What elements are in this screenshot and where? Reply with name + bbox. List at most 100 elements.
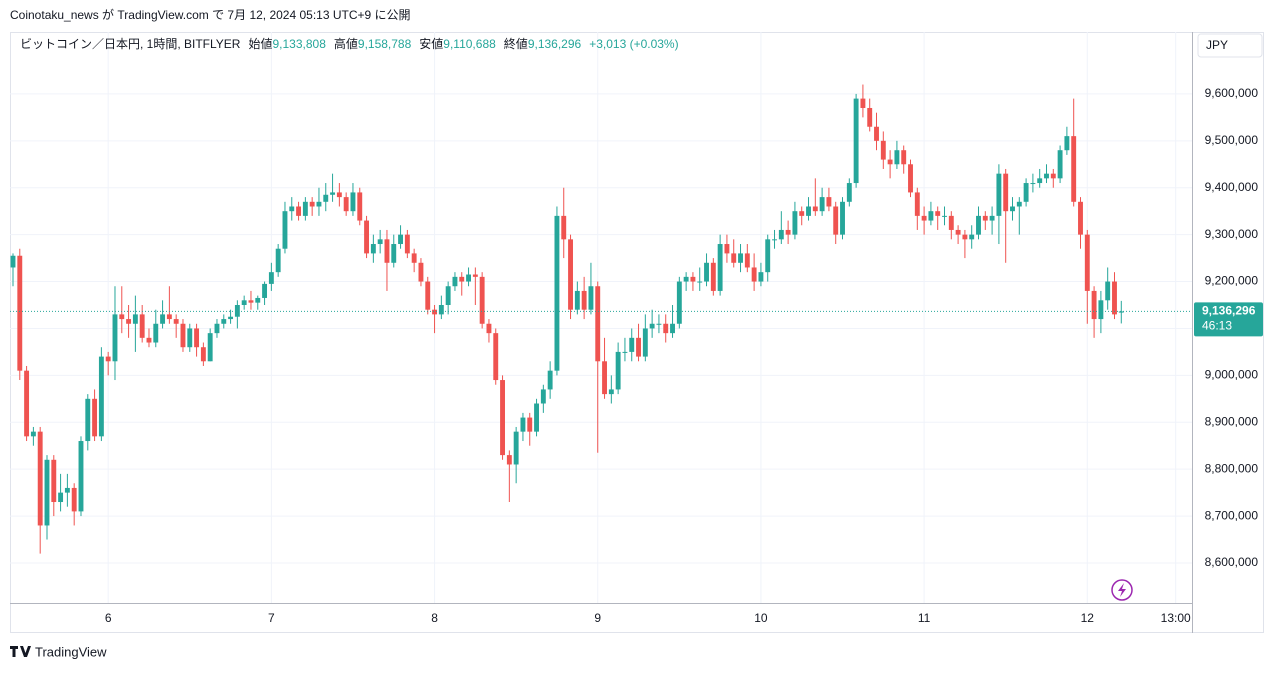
candle-body bbox=[574, 290, 580, 310]
legend-item: 高値 bbox=[334, 36, 358, 51]
candle-body bbox=[901, 150, 907, 165]
alert-bolt bbox=[1118, 583, 1126, 597]
candle-body bbox=[1098, 300, 1104, 320]
x-tick-label: 6 bbox=[105, 611, 112, 625]
y-tick-label: 9,300,000 bbox=[1205, 227, 1259, 241]
candle-body bbox=[452, 276, 458, 287]
candle-body bbox=[187, 328, 193, 348]
y-tick-label: 9,000,000 bbox=[1205, 368, 1259, 382]
y-tick-label: 9,500,000 bbox=[1205, 133, 1259, 147]
candle-body bbox=[1050, 173, 1056, 179]
candle-body bbox=[472, 274, 478, 277]
y-tick-label: 9,400,000 bbox=[1205, 180, 1259, 194]
legend-item: 安値 bbox=[419, 36, 443, 51]
legend-item: 9,110,688 bbox=[443, 37, 496, 51]
candle-body bbox=[1105, 281, 1111, 301]
candle-body bbox=[302, 201, 308, 216]
candle-body bbox=[248, 300, 254, 303]
tv-logo bbox=[10, 646, 31, 657]
candle-body bbox=[309, 201, 315, 207]
candle-body bbox=[914, 192, 920, 216]
candle-body bbox=[275, 248, 281, 273]
candle-body bbox=[588, 286, 594, 310]
candle-body bbox=[98, 356, 104, 437]
alert-icon[interactable] bbox=[1111, 579, 1133, 601]
candle-body bbox=[391, 244, 397, 263]
candle-body bbox=[1044, 173, 1049, 179]
candle-body bbox=[921, 215, 927, 221]
candle-body bbox=[880, 140, 886, 160]
legend-item: 9,136,296 bbox=[528, 37, 582, 51]
candle-body bbox=[459, 276, 465, 282]
candle-body bbox=[629, 337, 635, 352]
candle-body bbox=[670, 323, 675, 334]
candle-body bbox=[282, 211, 288, 249]
candle-body bbox=[1037, 178, 1043, 184]
x-tick-label: 7 bbox=[268, 611, 275, 625]
candle-body bbox=[540, 389, 546, 404]
candle-body bbox=[833, 206, 839, 235]
candle-body bbox=[792, 211, 798, 235]
countdown: 46:13 bbox=[1202, 319, 1232, 333]
candle-body bbox=[976, 215, 981, 235]
candle-body bbox=[568, 239, 573, 310]
header: Coinotaku_news が TradingView.com で 7月 12… bbox=[10, 7, 411, 22]
legend-item: 9,133,808 bbox=[272, 37, 326, 51]
currency-button[interactable] bbox=[1197, 33, 1263, 58]
candle-body bbox=[527, 417, 533, 432]
candle-body bbox=[160, 314, 166, 324]
candle-body bbox=[887, 159, 893, 165]
candle-body bbox=[92, 398, 98, 437]
y-tick-label: 8,700,000 bbox=[1205, 508, 1259, 522]
legend: ビットコイン／日本円, 1時間, BITFLYER 始値9,133,808 高値9,… bbox=[20, 36, 679, 51]
candle-body bbox=[377, 239, 383, 245]
candle-body bbox=[969, 234, 975, 240]
legend-item: +3,013 (+0.03%) bbox=[589, 37, 678, 51]
frame bbox=[10, 32, 1264, 633]
candle-body bbox=[1084, 234, 1090, 291]
candle-body bbox=[942, 215, 947, 217]
candle-body bbox=[438, 304, 444, 315]
candle-body bbox=[1030, 183, 1036, 185]
candle-body bbox=[506, 455, 512, 465]
candle-body bbox=[146, 337, 152, 343]
candle-body bbox=[894, 150, 900, 165]
candle-body bbox=[874, 126, 879, 141]
candle-body bbox=[744, 253, 750, 268]
candle-body bbox=[772, 239, 777, 241]
candle-body bbox=[955, 229, 961, 235]
legend-item: 終値 bbox=[504, 36, 528, 51]
candle-body bbox=[139, 314, 145, 338]
candle-body bbox=[581, 290, 587, 310]
candle-body bbox=[513, 431, 519, 465]
candle-body bbox=[785, 229, 791, 235]
candle-body bbox=[30, 431, 36, 437]
candle-body bbox=[948, 215, 954, 230]
candle-body bbox=[425, 281, 431, 310]
legend-text: ビットコイン／日本円, 1時間, BITFLYER 始値9,133,808 高値9,… bbox=[20, 36, 679, 51]
candle-body bbox=[445, 286, 451, 305]
candle-body bbox=[370, 244, 376, 254]
candle-body bbox=[364, 220, 370, 254]
candle-body bbox=[520, 417, 526, 432]
candle-body bbox=[778, 229, 784, 240]
candle-body bbox=[819, 197, 825, 212]
candle-body bbox=[37, 431, 43, 526]
candle-body bbox=[758, 272, 764, 282]
candle-body bbox=[561, 215, 567, 240]
candle-body bbox=[343, 197, 349, 212]
candle-body bbox=[173, 319, 179, 324]
candle-body bbox=[840, 201, 845, 235]
candle-body bbox=[323, 194, 329, 202]
candle-body bbox=[697, 281, 703, 283]
candle-body bbox=[738, 253, 743, 263]
candle-body bbox=[330, 192, 336, 195]
legend-item: ビットコイン／日本円, 1時間, BITFLYER bbox=[20, 37, 241, 51]
candle-body bbox=[119, 314, 125, 320]
candle-body bbox=[432, 309, 437, 315]
candle-body bbox=[846, 183, 852, 202]
candle-body bbox=[64, 487, 70, 493]
candle-body bbox=[554, 215, 560, 371]
x-tick-label: 11 bbox=[918, 611, 931, 625]
